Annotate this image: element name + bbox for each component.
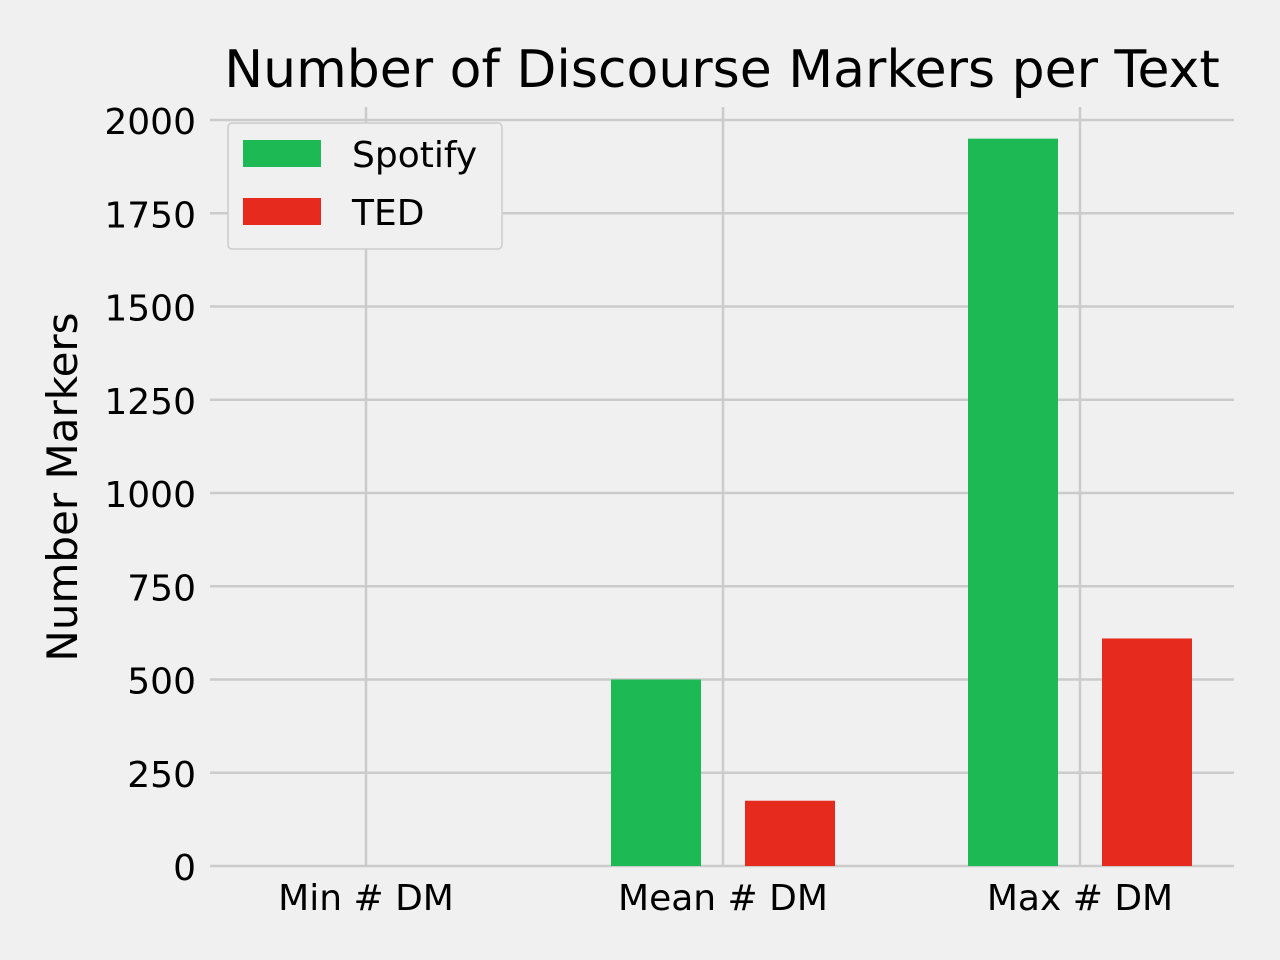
y-tick-label: 1750 bbox=[104, 195, 196, 236]
bars bbox=[611, 138, 1192, 866]
y-tick-label: 1000 bbox=[104, 475, 196, 516]
y-tick-labels: 0 250 500 750 1000 1250 1500 1750 2000 bbox=[104, 102, 196, 889]
bar-ted-2 bbox=[1102, 638, 1192, 866]
x-tick-labels: Min # DM Mean # DM Max # DM bbox=[278, 878, 1173, 919]
y-axis-label: Number Markers bbox=[38, 312, 87, 661]
y-tick-label: 0 bbox=[173, 848, 196, 889]
y-tick-label: 2000 bbox=[104, 102, 196, 143]
bar-ted-1 bbox=[745, 800, 835, 866]
y-tick-label: 750 bbox=[127, 568, 196, 609]
y-tick-label: 1500 bbox=[104, 289, 196, 330]
y-tick-label: 500 bbox=[127, 662, 196, 703]
legend-swatch-spotify bbox=[243, 140, 321, 167]
legend-label-ted: TED bbox=[351, 193, 424, 234]
bar-spotify-2 bbox=[968, 138, 1058, 866]
x-tick-label: Max # DM bbox=[987, 878, 1173, 919]
bar-spotify-1 bbox=[611, 679, 701, 866]
y-tick-label: 250 bbox=[127, 755, 196, 796]
chart-title: Number of Discourse Markers per Text bbox=[224, 40, 1219, 100]
y-tick-label: 1250 bbox=[104, 382, 196, 423]
legend-swatch-ted bbox=[243, 198, 321, 225]
legend-label-spotify: Spotify bbox=[352, 135, 477, 176]
legend: Spotify TED bbox=[227, 122, 503, 250]
x-tick-label: Min # DM bbox=[278, 878, 454, 919]
x-tick-label: Mean # DM bbox=[618, 878, 828, 919]
